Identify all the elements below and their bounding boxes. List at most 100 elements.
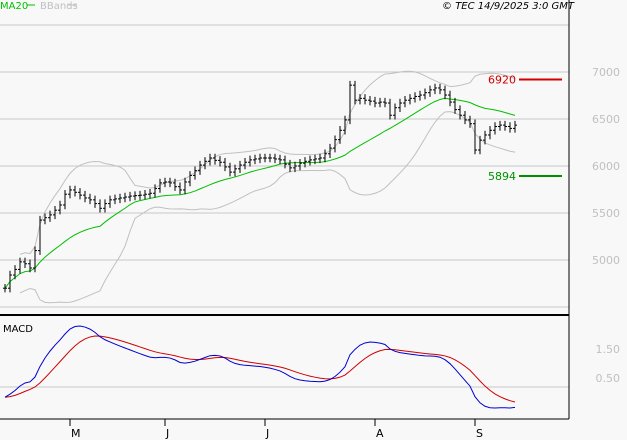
x-tick-label: J bbox=[165, 427, 169, 440]
legend-ma20: MA20 bbox=[0, 1, 28, 12]
price-bar bbox=[413, 92, 417, 103]
price-bar bbox=[208, 153, 212, 166]
price-bar bbox=[213, 153, 217, 165]
price-bar bbox=[38, 215, 42, 255]
price-bar bbox=[433, 83, 437, 95]
price-bar bbox=[183, 177, 187, 195]
price-bar bbox=[283, 155, 287, 169]
price-bar bbox=[493, 122, 497, 135]
price-bar bbox=[223, 158, 227, 172]
support-resistance: 6920 5894 bbox=[488, 74, 562, 183]
x-tick-label: S bbox=[476, 427, 483, 440]
price-grid: 7000 6500 6000 5500 5000 bbox=[0, 24, 620, 308]
price-bar bbox=[3, 283, 7, 293]
price-bar bbox=[128, 191, 132, 202]
price-bar bbox=[253, 154, 257, 165]
price-bar bbox=[188, 171, 192, 187]
price-tick-label: 6500 bbox=[592, 113, 620, 126]
price-bar bbox=[343, 115, 347, 135]
price-bar bbox=[123, 192, 127, 203]
price-bar bbox=[108, 195, 112, 208]
price-bar bbox=[138, 190, 142, 200]
price-bar bbox=[43, 213, 47, 225]
price-bar bbox=[178, 182, 182, 195]
macd-tick-label: 0.50 bbox=[596, 372, 621, 385]
price-bar bbox=[73, 185, 77, 197]
price-bar bbox=[368, 95, 372, 106]
price-bar bbox=[98, 199, 102, 213]
price-bar bbox=[383, 97, 387, 108]
price-bar bbox=[448, 90, 452, 107]
price-bar bbox=[113, 194, 117, 205]
price-bars bbox=[3, 80, 517, 293]
price-bar bbox=[288, 159, 292, 173]
price-bar bbox=[373, 96, 377, 108]
price-bar bbox=[398, 98, 402, 112]
macd-panel: 1.50 0.50 bbox=[0, 325, 621, 409]
x-tick-label: M bbox=[71, 427, 81, 440]
macd-label: MACD bbox=[3, 324, 33, 335]
bband-upper bbox=[19, 70, 516, 255]
price-bar bbox=[418, 90, 422, 101]
x-tick-label: J bbox=[265, 427, 269, 440]
price-bar bbox=[173, 178, 177, 191]
price-bar bbox=[23, 257, 27, 268]
price-bar bbox=[83, 190, 87, 203]
price-bar bbox=[63, 189, 67, 210]
copyright: © TEC 14/9/2025 3:0 GMT bbox=[442, 1, 575, 12]
price-bar bbox=[148, 189, 152, 199]
price-bar bbox=[478, 135, 482, 155]
price-bar bbox=[378, 97, 382, 108]
ma20 bbox=[4, 97, 516, 289]
price-bar bbox=[408, 94, 412, 105]
price-bar bbox=[203, 157, 207, 170]
x-tick-label: A bbox=[376, 427, 384, 440]
price-bar bbox=[353, 80, 357, 105]
price-bar bbox=[333, 135, 337, 153]
price-bar bbox=[308, 155, 312, 166]
price-bar bbox=[118, 193, 122, 204]
ma20-line bbox=[4, 97, 516, 289]
price-bar bbox=[168, 177, 172, 188]
price-bar bbox=[8, 270, 12, 293]
price-bar bbox=[338, 126, 342, 144]
price-bar bbox=[393, 103, 397, 120]
price-bar bbox=[388, 98, 392, 120]
price-bar bbox=[103, 199, 107, 213]
price-bar bbox=[93, 195, 97, 208]
price-bar bbox=[233, 164, 237, 177]
macd-tick-label: 1.50 bbox=[596, 343, 621, 356]
bollinger-bands bbox=[19, 70, 516, 304]
price-bar bbox=[403, 95, 407, 108]
price-bar bbox=[153, 184, 157, 198]
price-bar bbox=[143, 189, 147, 200]
legend-bbands: BBands bbox=[40, 1, 78, 12]
price-bar bbox=[323, 149, 327, 163]
price-bar bbox=[303, 157, 307, 168]
price-bar bbox=[273, 153, 277, 164]
bband-lower bbox=[19, 111, 516, 304]
price-bar bbox=[218, 156, 222, 167]
price-bar bbox=[13, 265, 17, 280]
price-bar bbox=[428, 85, 432, 97]
price-bar bbox=[228, 162, 232, 177]
price-bar bbox=[33, 246, 37, 273]
price-bar bbox=[453, 97, 457, 114]
price-bar bbox=[438, 83, 442, 95]
price-bar bbox=[508, 122, 512, 133]
price-bar bbox=[278, 154, 282, 165]
price-bar bbox=[133, 191, 137, 201]
price-bar bbox=[238, 160, 242, 174]
support-label: 5894 bbox=[488, 170, 516, 183]
price-bar bbox=[263, 153, 267, 163]
price-bar bbox=[313, 154, 317, 165]
price-bar bbox=[293, 161, 297, 173]
price-bar bbox=[28, 259, 32, 273]
price-tick-label: 7000 bbox=[592, 66, 620, 79]
price-bar bbox=[363, 94, 367, 105]
price-bar bbox=[463, 111, 467, 125]
price-bar bbox=[318, 153, 322, 164]
price-tick-label: 6000 bbox=[592, 160, 620, 173]
macd-signal-line bbox=[4, 335, 516, 403]
